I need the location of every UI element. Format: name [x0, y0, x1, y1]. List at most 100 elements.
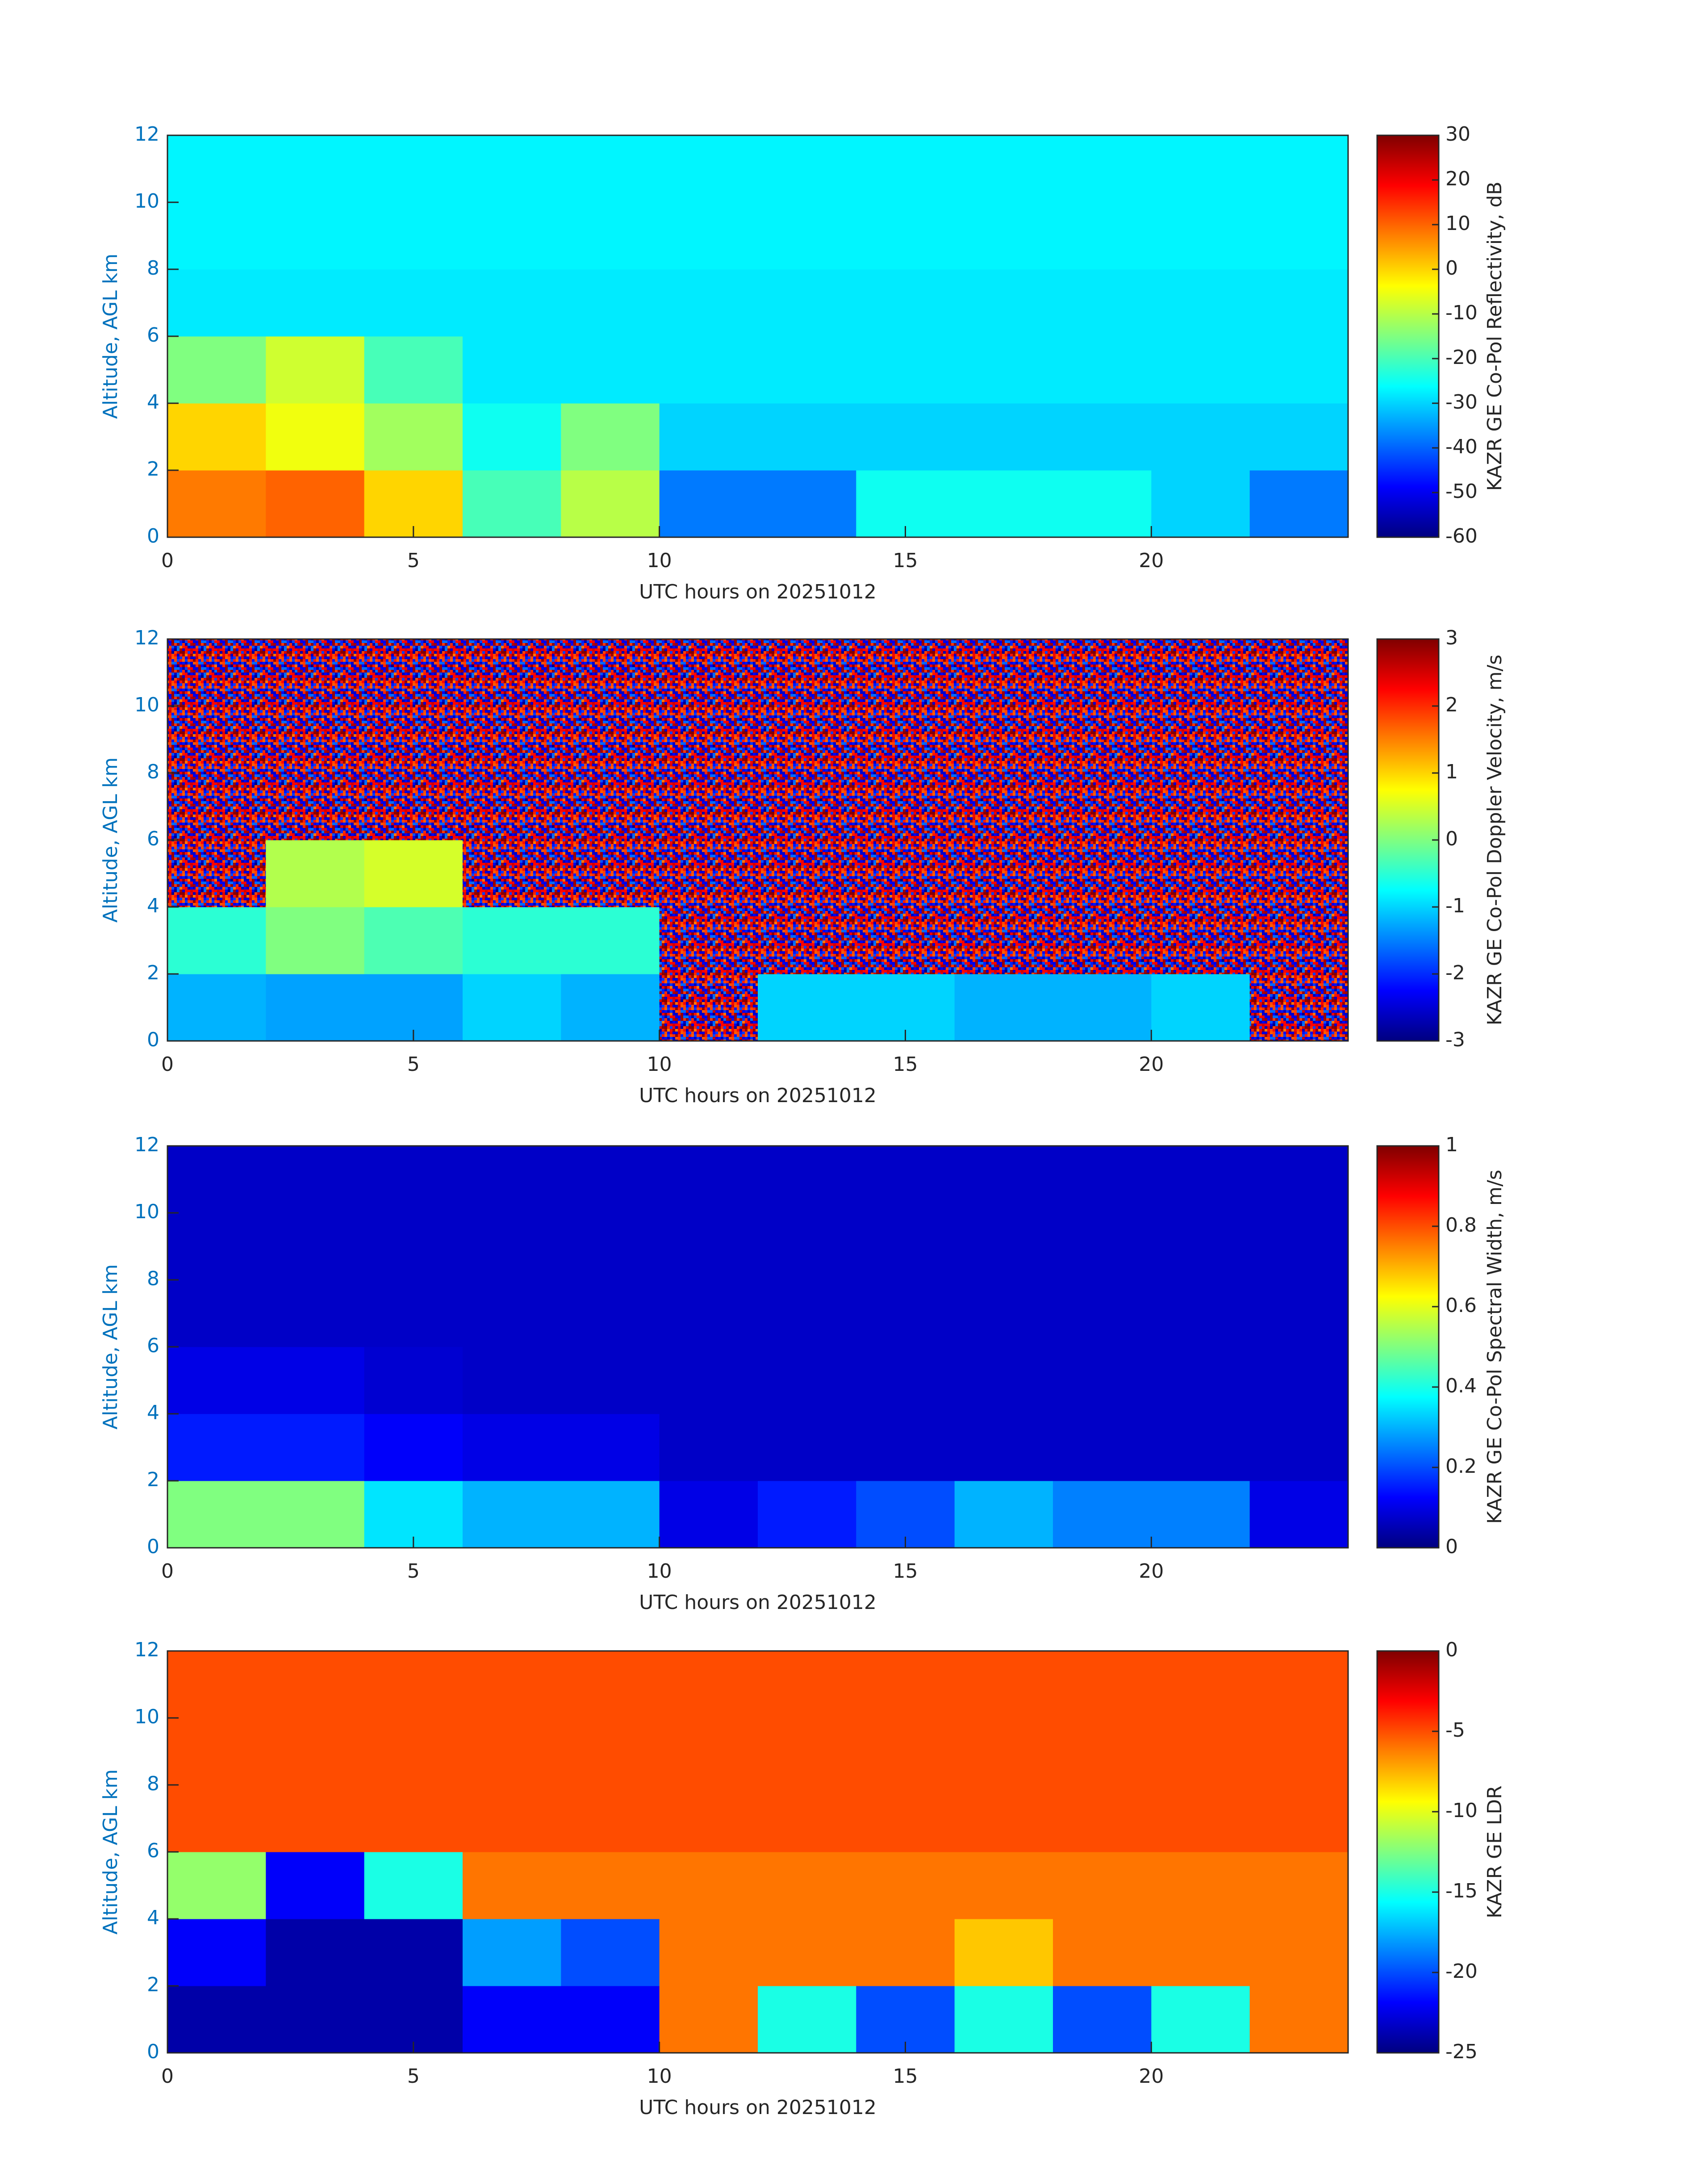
heatmap-cell [659, 706, 758, 773]
heatmap-cell [1249, 1986, 1349, 2053]
heatmap-cell [1053, 1414, 1152, 1481]
heatmap-cell [1053, 269, 1152, 337]
heatmap-cell [167, 974, 266, 1041]
heatmap-cell [954, 1986, 1053, 2053]
heatmap-cell [463, 706, 561, 773]
heatmap-cell [659, 1347, 758, 1414]
heatmap-cell [463, 1919, 561, 1986]
colorbar-tick-label: 0 [1445, 827, 1458, 850]
heatmap-cell [1053, 773, 1152, 840]
heatmap-cell [561, 1146, 660, 1213]
heatmap-cell [167, 135, 266, 203]
heatmap-cell [1249, 336, 1349, 404]
heatmap-cell [561, 135, 660, 203]
colorbar-tick-label: 3 [1445, 627, 1458, 649]
heatmap-cell [167, 1347, 266, 1414]
colorbar-label: KAZR GE Co-Pol Doppler Velocity, m/s [1483, 655, 1506, 1025]
heatmap-cell [954, 773, 1053, 840]
heatmap-cell [1053, 706, 1152, 773]
heatmap-cell [758, 1651, 856, 1718]
colorbar-tick-label: -40 [1445, 435, 1478, 458]
heatmap-cell [266, 1347, 365, 1414]
heatmap-cell [1151, 974, 1250, 1041]
heatmap-cell [1249, 1651, 1349, 1718]
heatmap-cell [1053, 135, 1152, 203]
y-tick-label: 8 [147, 257, 159, 280]
heatmap-cell [659, 269, 758, 337]
y-tick-label: 10 [134, 1705, 159, 1728]
heatmap-cell [266, 907, 365, 974]
heatmap-cell [1151, 1347, 1250, 1414]
heatmap-cell [364, 1280, 463, 1347]
heatmap-cell [463, 639, 561, 706]
heatmap-cell [1249, 1347, 1349, 1414]
heatmap-cell [954, 1146, 1053, 1213]
heatmap-cell [463, 974, 561, 1041]
y-axis-label: Altitude, AGL km [99, 254, 122, 419]
heatmap-cell [758, 974, 856, 1041]
heatmap-cell [1053, 1213, 1152, 1280]
y-tick-label: 12 [134, 627, 159, 649]
x-tick-label: 10 [647, 2065, 672, 2088]
y-tick-label: 10 [134, 694, 159, 716]
heatmap-cell [659, 1852, 758, 1919]
heatmap-cell [659, 1785, 758, 1852]
heatmap-cell [1249, 1852, 1349, 1919]
heatmap-cell [1151, 135, 1250, 203]
colorbar-tick-label: 0.8 [1445, 1214, 1477, 1237]
heatmap-cell [1249, 1919, 1349, 1986]
heatmap-cell [266, 269, 365, 337]
heatmap-cell [266, 403, 365, 471]
heatmap-cell [1053, 1919, 1152, 1986]
y-tick-label: 10 [134, 1200, 159, 1223]
heatmap-cell [954, 974, 1053, 1041]
heatmap-cell [758, 907, 856, 974]
panel: 0 5 10 15 20 0 2 4 6 8 10 12 UTC hours on 20251012 Al… [99, 123, 1506, 603]
heatmap-cell [463, 1852, 561, 1919]
colorbar-tick-label: -60 [1445, 525, 1478, 547]
colorbar [1376, 134, 1440, 538]
heatmap-cell [954, 336, 1053, 404]
x-tick-label: 0 [161, 2065, 174, 2088]
heatmap-cell [659, 202, 758, 270]
heatmap-cell [364, 1852, 463, 1919]
heatmap-cell [266, 639, 365, 706]
colorbar-tick-label: -20 [1445, 346, 1478, 369]
heatmap-cell [1053, 974, 1152, 1041]
heatmap-cell [954, 1852, 1053, 1919]
x-tick-label: 15 [893, 1053, 918, 1076]
heatmap-cell [167, 1986, 266, 2053]
heatmap-cell [1249, 269, 1349, 337]
heatmap-cell [167, 1280, 266, 1347]
heatmap-cell [1151, 706, 1250, 773]
heatmap-cell [463, 1718, 561, 1785]
heatmap-cell [266, 773, 365, 840]
heatmap-cell [1151, 1481, 1250, 1548]
heatmap-cell [954, 269, 1053, 337]
colorbar-tick-label: -15 [1445, 1880, 1478, 1902]
heatmap-cell [758, 1280, 856, 1347]
heatmap-cell [856, 269, 955, 337]
heatmap-cell [659, 135, 758, 203]
heatmap-cell [1053, 1986, 1152, 2053]
heatmap-cell [856, 1718, 955, 1785]
y-tick-label: 8 [147, 760, 159, 783]
y-tick-label: 2 [147, 458, 159, 481]
x-tick-label: 0 [161, 1560, 174, 1583]
heatmap-cell [167, 1852, 266, 1919]
heatmap-cell [1053, 1146, 1152, 1213]
x-tick-label: 0 [161, 549, 174, 572]
colorbar-tick-label: -20 [1445, 1960, 1478, 1983]
x-tick-label: 10 [647, 1560, 672, 1583]
heatmap-cell [1053, 1785, 1152, 1852]
heatmap-cell [561, 202, 660, 270]
x-axis-label: UTC hours on 20251012 [639, 2096, 877, 2119]
heatmap-cell [167, 403, 266, 471]
heatmap-cell [659, 470, 758, 538]
heatmap-cell [1053, 639, 1152, 706]
heatmap-cell [561, 639, 660, 706]
heatmap-cell [954, 202, 1053, 270]
y-tick-label: 8 [147, 1267, 159, 1290]
heatmap-cell [1053, 840, 1152, 907]
